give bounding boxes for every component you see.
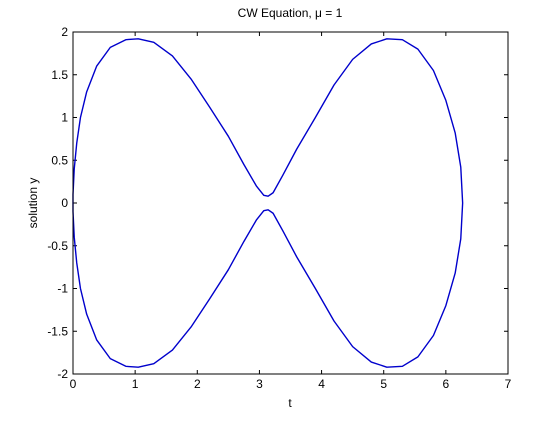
y-tick-label: 0 bbox=[61, 196, 68, 210]
y-tick-label: 1.5 bbox=[51, 68, 68, 82]
x-tick-label: 7 bbox=[505, 377, 512, 391]
x-tick-label: 3 bbox=[256, 377, 263, 391]
y-tick-label: -1 bbox=[57, 282, 68, 296]
series-layer bbox=[72, 38, 464, 368]
x-axis-label: t bbox=[288, 396, 292, 410]
y-axis-label: solution y bbox=[26, 178, 40, 229]
y-tick-label: 2 bbox=[61, 25, 68, 39]
y-tick-label: 0.5 bbox=[51, 153, 68, 167]
chart-title: CW Equation, μ = 1 bbox=[238, 6, 343, 20]
y-tick-label: -0.5 bbox=[47, 239, 68, 253]
y-tick-label: -1.5 bbox=[47, 324, 68, 338]
x-tick-label: 1 bbox=[132, 377, 139, 391]
x-tick-label: 5 bbox=[380, 377, 387, 391]
plot-frame bbox=[72, 31, 509, 375]
axis-ticks: 0 1 2 3 4 5 6 7 -2 -1.5 -1 -0.5 0 0.5 1 1.5 2 bbox=[47, 25, 511, 391]
y-tick-label: 1 bbox=[61, 111, 68, 125]
x-tick-label: 0 bbox=[70, 377, 77, 391]
plot-area bbox=[73, 32, 508, 374]
series-line bbox=[72, 38, 464, 368]
x-tick-label: 4 bbox=[318, 377, 325, 391]
x-tick-label: 6 bbox=[443, 377, 450, 391]
x-tick-label: 2 bbox=[194, 377, 201, 391]
y-tick-label: -2 bbox=[57, 367, 68, 381]
